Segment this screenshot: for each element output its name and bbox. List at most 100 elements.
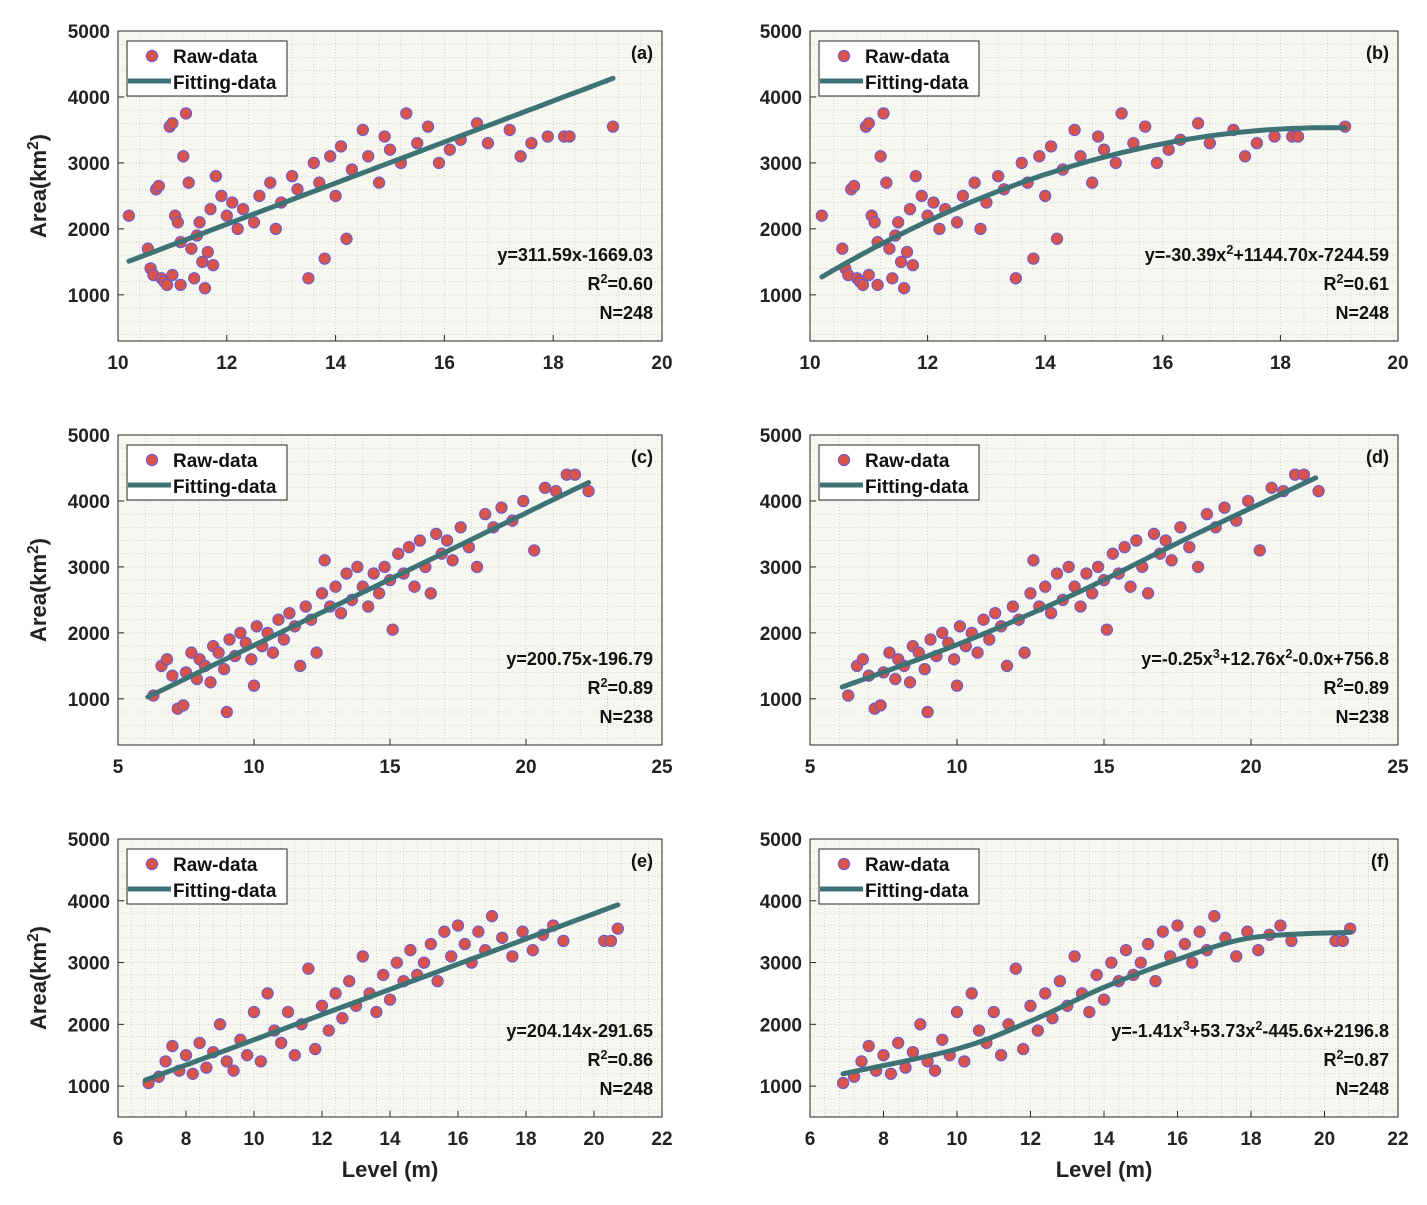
data-point xyxy=(1171,919,1184,932)
data-point xyxy=(377,968,390,982)
panel-label: (c) xyxy=(631,447,653,467)
legend-marker-raw xyxy=(145,857,159,871)
data-point xyxy=(933,222,946,236)
data-point xyxy=(207,258,220,272)
data-point xyxy=(514,150,527,163)
data-point xyxy=(503,123,516,137)
data-point xyxy=(318,252,331,265)
data-point xyxy=(815,209,828,222)
data-point xyxy=(1183,540,1196,554)
data-point xyxy=(862,117,875,130)
data-point xyxy=(186,1067,199,1080)
data-point xyxy=(1006,600,1020,613)
data-point xyxy=(334,606,348,620)
y-axis-title: Area(km2) xyxy=(25,538,52,642)
data-point xyxy=(383,143,397,156)
data-point xyxy=(166,268,179,282)
x-tick-label: 6 xyxy=(805,1129,816,1150)
data-point xyxy=(443,143,456,156)
x-tick-label: 10 xyxy=(946,1129,967,1150)
data-point xyxy=(1130,534,1143,547)
legend-label-raw: Raw-data xyxy=(173,451,258,472)
data-point xyxy=(340,567,353,580)
data-point xyxy=(445,950,458,963)
data-point xyxy=(871,278,884,292)
data-point xyxy=(971,646,984,659)
data-point xyxy=(1050,232,1064,245)
data-point xyxy=(1000,659,1014,673)
data-point xyxy=(400,107,413,120)
data-point xyxy=(315,999,329,1012)
data-point xyxy=(440,534,454,547)
data-point xyxy=(1039,580,1052,593)
x-tick-label: 18 xyxy=(1240,1129,1261,1150)
data-point xyxy=(1191,117,1205,130)
data-point xyxy=(1090,968,1103,982)
data-point xyxy=(886,272,899,285)
y-tick-label: 5000 xyxy=(760,830,802,851)
data-point xyxy=(179,1049,193,1062)
data-point xyxy=(1203,136,1216,150)
data-point xyxy=(309,1042,322,1056)
legend-label-fit: Fitting-data xyxy=(173,73,277,94)
data-point xyxy=(310,646,323,659)
legend-label-raw: Raw-data xyxy=(865,47,950,68)
data-point xyxy=(1031,1024,1044,1037)
data-point xyxy=(1053,974,1067,988)
x-tick-label: 22 xyxy=(651,1129,672,1150)
x-tick-label: 18 xyxy=(1270,353,1291,374)
data-point xyxy=(506,950,519,963)
data-point xyxy=(213,1018,227,1031)
data-point xyxy=(166,669,179,682)
x-tick-label: 14 xyxy=(1035,353,1057,374)
data-point xyxy=(392,547,405,560)
data-point xyxy=(977,613,990,626)
data-point xyxy=(1062,560,1075,574)
data-point xyxy=(1178,937,1191,951)
data-point xyxy=(431,974,444,988)
y-tick-label: 2000 xyxy=(760,220,802,241)
data-point xyxy=(1191,560,1205,574)
fit-equation: y=-30.39x2+1144.70x-7244.59 xyxy=(1145,243,1389,265)
data-point xyxy=(1091,130,1105,143)
fit-equation: y=200.75x-196.79 xyxy=(506,649,653,669)
data-point xyxy=(329,580,342,593)
data-point xyxy=(936,626,949,640)
data-point xyxy=(1015,156,1028,170)
data-point xyxy=(517,494,530,508)
y-tick-label: 5000 xyxy=(760,426,802,447)
fit-line xyxy=(145,480,592,700)
y-tick-label: 2000 xyxy=(68,624,110,645)
data-point xyxy=(200,1061,213,1074)
data-point xyxy=(356,950,369,963)
legend-label-raw: Raw-data xyxy=(865,451,950,472)
y-tick-label: 1000 xyxy=(760,690,802,711)
y-tick-label: 4000 xyxy=(760,892,802,913)
data-point xyxy=(856,653,870,666)
fit-equation: y=311.59x-1669.03 xyxy=(497,245,653,265)
x-tick-label: 20 xyxy=(1387,353,1408,374)
x-tick-label: 18 xyxy=(543,353,564,374)
data-point xyxy=(1017,1042,1030,1056)
panel-6: 6 8 10 12 14 16 18 20 22 1000 2000 3000 4000 5000 Leve… xyxy=(760,830,1409,1182)
data-point xyxy=(179,107,193,120)
data-point xyxy=(343,974,356,988)
data-point xyxy=(411,136,424,150)
data-point xyxy=(582,484,595,498)
raw-data-points xyxy=(122,107,620,295)
data-point xyxy=(277,633,291,646)
data-point xyxy=(318,554,331,567)
data-point xyxy=(541,130,554,143)
data-point xyxy=(302,962,315,975)
x-tick-label: 20 xyxy=(515,757,536,778)
data-point xyxy=(247,1005,261,1019)
x-tick-label: 12 xyxy=(917,353,938,374)
data-point xyxy=(215,189,228,203)
data-point xyxy=(611,922,624,935)
data-point xyxy=(1265,481,1278,494)
data-point xyxy=(968,176,981,189)
r-squared: R2=0.61 xyxy=(1323,272,1389,294)
data-point xyxy=(1027,554,1040,567)
data-point xyxy=(928,1064,942,1077)
data-point xyxy=(1109,156,1122,170)
